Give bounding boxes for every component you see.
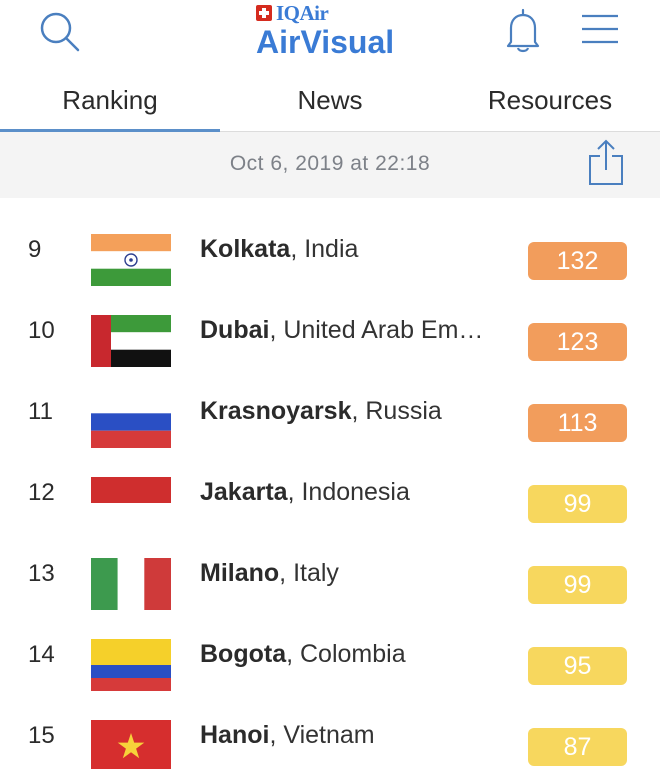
- india-flag-icon: [91, 234, 171, 286]
- city-name: Krasnoyarsk, Russia: [200, 371, 510, 452]
- colombia-flag-icon: [91, 639, 171, 691]
- city-label: Hanoi: [200, 721, 270, 749]
- city-label: Bogota: [200, 640, 287, 668]
- city-name: Milano, Italy: [200, 533, 510, 614]
- city-label: Jakarta: [200, 478, 288, 506]
- country-label: , Russia: [351, 397, 442, 425]
- menu-icon[interactable]: [580, 12, 620, 46]
- ranking-row[interactable]: 9 Kolkata, India 132: [0, 209, 660, 290]
- russia-flag-icon: [91, 396, 171, 448]
- tab-bar: Ranking News Resources: [0, 75, 660, 132]
- country-label: , Indonesia: [287, 478, 410, 506]
- aqi-badge: 132: [528, 242, 627, 280]
- rank-number: 14: [28, 641, 55, 668]
- share-icon[interactable]: [586, 138, 626, 188]
- rank-number: 12: [28, 479, 55, 506]
- city-label: Krasnoyarsk: [200, 397, 352, 425]
- city-name: Bogota, Colombia: [200, 614, 510, 695]
- ranking-row[interactable]: 14 Bogota, Colombia 95: [0, 614, 660, 695]
- country-label: , United Arab Em…: [269, 316, 484, 344]
- brand-iqair: IQAir: [276, 0, 329, 25]
- ranking-row[interactable]: 13 Milano, Italy 99: [0, 533, 660, 614]
- ranking-row[interactable]: 11 Krasnoyarsk, Russia 113: [0, 371, 660, 452]
- italy-flag-icon: [91, 558, 171, 610]
- rank-number: 9: [28, 236, 42, 263]
- app-header: IQAir AirVisual: [0, 0, 660, 75]
- tab-ranking[interactable]: Ranking: [0, 75, 220, 132]
- aqi-badge: 99: [528, 566, 627, 604]
- country-label: , Vietnam: [269, 721, 375, 749]
- uae-flag-icon: [91, 315, 171, 367]
- ranking-row[interactable]: 10 Dubai, United Arab Em… 123: [0, 290, 660, 371]
- city-name: Dubai, United Arab Em…: [200, 290, 510, 371]
- tab-resources[interactable]: Resources: [487, 85, 613, 115]
- country-label: , Colombia: [286, 640, 406, 668]
- city-name: Kolkata, India: [200, 209, 510, 290]
- aqi-badge: 87: [528, 728, 627, 766]
- brand-airvisual: AirVisual: [256, 24, 395, 60]
- swiss-cross-icon: [256, 5, 272, 21]
- rank-number: 11: [28, 398, 53, 425]
- aqi-badge: 123: [528, 323, 627, 361]
- ranking-date: Oct 6, 2019 at 22:18: [229, 152, 431, 175]
- search-icon[interactable]: [36, 8, 84, 56]
- date-bar: Oct 6, 2019 at 22:18: [0, 132, 660, 198]
- city-label: Dubai: [200, 316, 270, 344]
- city-label: Kolkata: [200, 235, 291, 263]
- bell-icon[interactable]: [500, 6, 546, 54]
- tab-news[interactable]: News: [297, 85, 363, 115]
- city-name: Hanoi, Vietnam: [200, 695, 510, 769]
- ranking-row[interactable]: 15 Hanoi, Vietnam 87: [0, 695, 660, 769]
- rank-number: 13: [28, 560, 55, 587]
- indonesia-flag-icon: [91, 477, 171, 529]
- city-label: Milano: [200, 559, 280, 587]
- logo-top-row: IQAir: [256, 0, 329, 25]
- aqi-badge: 113: [528, 404, 627, 442]
- country-label: , Italy: [279, 559, 339, 587]
- country-label: , India: [290, 235, 359, 263]
- ranking-row[interactable]: 12 Jakarta, Indonesia 99: [0, 452, 660, 533]
- vietnam-flag-icon: [91, 720, 171, 769]
- rank-number: 15: [28, 722, 55, 749]
- rank-number: 10: [28, 317, 55, 344]
- iqair-airvisual-logo: IQAir AirVisual: [256, 0, 416, 60]
- city-name: Jakarta, Indonesia: [200, 452, 510, 533]
- aqi-badge: 95: [528, 647, 627, 685]
- aqi-badge: 99: [528, 485, 627, 523]
